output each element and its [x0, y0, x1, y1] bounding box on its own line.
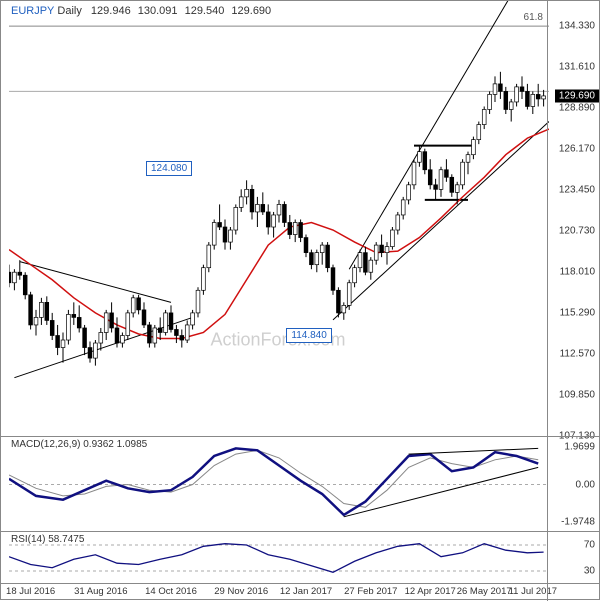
price-ytick: 128.890	[559, 103, 595, 114]
symbol: EURJPY	[11, 5, 54, 17]
price-plot[interactable]: ActionForex.com 61.8124.080114.840	[9, 1, 547, 436]
macd-ytick: 0.00	[576, 479, 595, 490]
xaxis-label: 27 Feb 2017	[344, 586, 397, 597]
price-ytick: 126.170	[559, 144, 595, 155]
price-ytick: 134.330	[559, 21, 595, 32]
xaxis-label: 12 Jan 2017	[280, 586, 332, 597]
macd-panel[interactable]: MACD(12,26,9) 0.9362 1.0985 -1.9748 0.00 1…	[1, 436, 599, 531]
xaxis-panel: 18 Jul 2016 31 Aug 2016 14 Oct 2016 29 Nov …	[1, 583, 599, 601]
price-ytick: 118.010	[560, 267, 595, 278]
price-annotation: 114.840	[286, 328, 331, 343]
timeframe: Daily	[57, 5, 81, 17]
rsi-ytick: 30	[584, 566, 595, 577]
price-svg	[9, 1, 549, 436]
xaxis-label: 29 Nov 2016	[214, 586, 268, 597]
xaxis-label: 14 Oct 2016	[145, 586, 197, 597]
chart-title: EURJPYDaily 129.946 130.091 129.540 129.…	[11, 5, 275, 17]
xaxis-label: 26 May 2017	[457, 586, 512, 597]
rsi-title: RSI(14) 58.7475	[11, 534, 84, 545]
price-ytick: 112.570	[560, 349, 595, 360]
rsi-plot[interactable]	[9, 532, 547, 583]
macd-ytick: -1.9748	[561, 517, 595, 528]
xaxis-label: 31 Aug 2016	[74, 586, 127, 597]
macd-title: MACD(12,26,9) 0.9362 1.0985	[11, 439, 147, 450]
fib-label: 61.8	[524, 12, 543, 23]
rsi-ytick: 70	[584, 540, 595, 551]
xaxis-label: 18 Jul 2016	[6, 586, 55, 597]
price-ytick: 109.850	[559, 390, 595, 401]
price-annotation: 124.080	[146, 161, 192, 176]
price-ytick: 123.450	[559, 185, 595, 196]
chart-container: EURJPYDaily 129.946 130.091 129.540 129.…	[0, 0, 600, 600]
price-ytick: 120.730	[559, 226, 595, 237]
xaxis-label: 12 Apr 2017	[405, 586, 456, 597]
price-ytick: 131.610	[559, 62, 595, 73]
price-yaxis: 107.130109.850112.570115.290118.010120.7…	[547, 1, 599, 436]
price-panel[interactable]: EURJPYDaily 129.946 130.091 129.540 129.…	[1, 1, 599, 436]
macd-plot[interactable]	[9, 437, 547, 531]
price-ytick: 115.290	[560, 308, 595, 319]
ohlc-low: 129.540	[185, 5, 225, 17]
macd-ytick: 1.9699	[564, 442, 595, 453]
ohlc-open: 129.946	[91, 5, 131, 17]
ohlc-close: 129.690	[231, 5, 271, 17]
xaxis-plot: 18 Jul 2016 31 Aug 2016 14 Oct 2016 29 Nov …	[9, 584, 547, 601]
current-price-flag: 129.690	[555, 90, 599, 103]
macd-svg	[9, 437, 549, 532]
rsi-yaxis: 30 70	[547, 532, 599, 583]
rsi-svg	[9, 532, 549, 584]
rsi-panel[interactable]: RSI(14) 58.7475 30 70	[1, 531, 599, 583]
ohlc-high: 130.091	[138, 5, 178, 17]
macd-yaxis: -1.9748 0.00 1.9699	[547, 437, 599, 531]
xaxis-spacer	[547, 584, 599, 601]
